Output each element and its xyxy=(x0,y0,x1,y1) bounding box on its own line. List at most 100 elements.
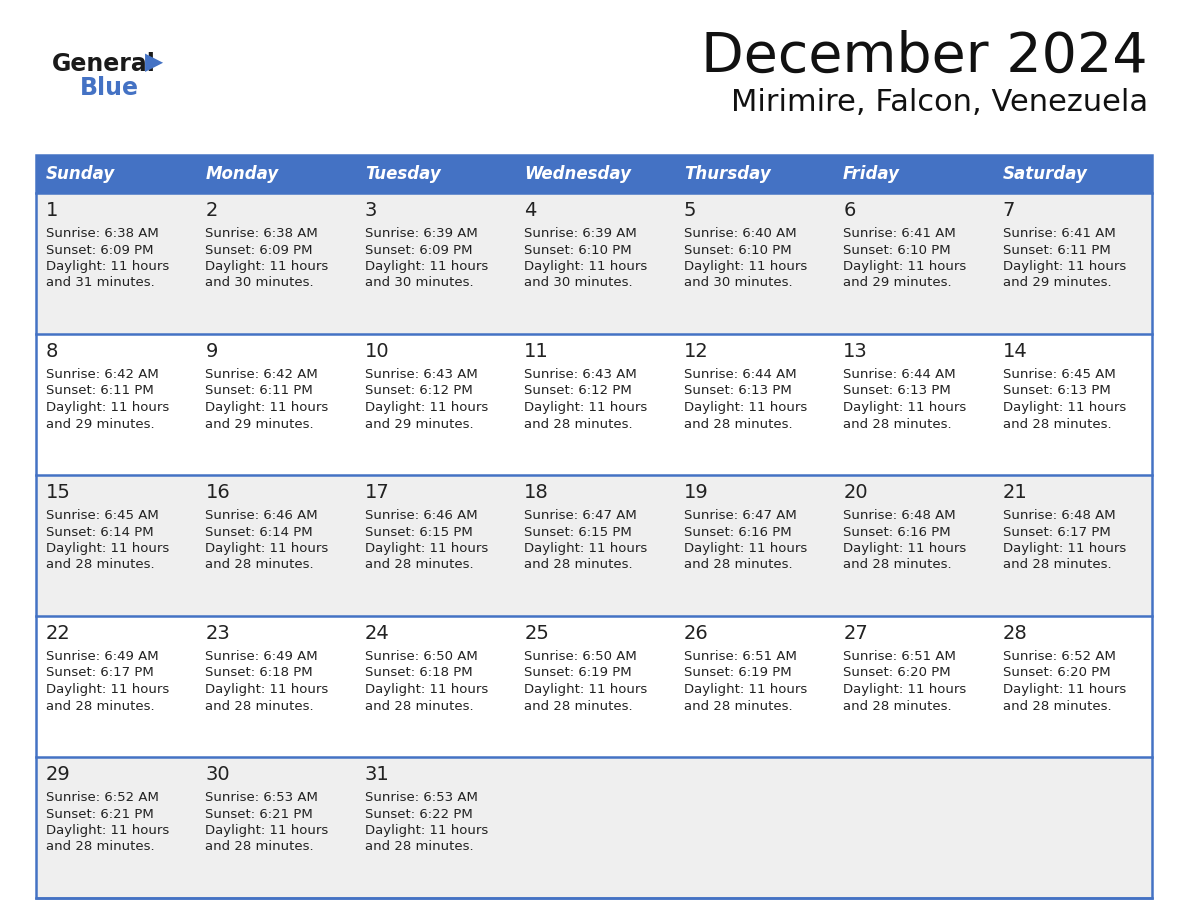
Text: 3: 3 xyxy=(365,201,378,220)
Text: Sunrise: 6:45 AM: Sunrise: 6:45 AM xyxy=(46,509,159,522)
Text: 17: 17 xyxy=(365,483,390,502)
Text: and 28 minutes.: and 28 minutes. xyxy=(843,418,952,431)
Text: Sunrise: 6:40 AM: Sunrise: 6:40 AM xyxy=(684,227,796,240)
Text: Sunrise: 6:48 AM: Sunrise: 6:48 AM xyxy=(1003,509,1116,522)
Text: and 28 minutes.: and 28 minutes. xyxy=(1003,700,1111,712)
Text: Sunset: 6:15 PM: Sunset: 6:15 PM xyxy=(524,525,632,539)
Text: and 28 minutes.: and 28 minutes. xyxy=(206,558,314,572)
Bar xyxy=(992,155,1152,193)
Text: Daylight: 11 hours: Daylight: 11 hours xyxy=(365,401,488,414)
Text: Daylight: 11 hours: Daylight: 11 hours xyxy=(365,542,488,555)
Text: Daylight: 11 hours: Daylight: 11 hours xyxy=(684,260,807,273)
Text: and 28 minutes.: and 28 minutes. xyxy=(524,418,633,431)
Bar xyxy=(36,155,1152,898)
Text: Sunset: 6:09 PM: Sunset: 6:09 PM xyxy=(206,243,312,256)
Text: Daylight: 11 hours: Daylight: 11 hours xyxy=(365,824,488,837)
Text: and 28 minutes.: and 28 minutes. xyxy=(1003,418,1111,431)
Text: 13: 13 xyxy=(843,342,868,361)
Text: Sunset: 6:16 PM: Sunset: 6:16 PM xyxy=(843,525,950,539)
Bar xyxy=(196,155,355,193)
Text: 9: 9 xyxy=(206,342,217,361)
Text: and 30 minutes.: and 30 minutes. xyxy=(365,276,474,289)
Text: and 28 minutes.: and 28 minutes. xyxy=(524,700,633,712)
Text: 8: 8 xyxy=(46,342,58,361)
Text: Sunset: 6:19 PM: Sunset: 6:19 PM xyxy=(684,666,791,679)
Text: Daylight: 11 hours: Daylight: 11 hours xyxy=(46,683,169,696)
Text: Sunset: 6:18 PM: Sunset: 6:18 PM xyxy=(206,666,314,679)
Text: 12: 12 xyxy=(684,342,708,361)
Text: Sunset: 6:14 PM: Sunset: 6:14 PM xyxy=(206,525,314,539)
Text: 11: 11 xyxy=(524,342,549,361)
Text: Friday: Friday xyxy=(843,165,901,183)
Text: Sunset: 6:10 PM: Sunset: 6:10 PM xyxy=(524,243,632,256)
Text: Daylight: 11 hours: Daylight: 11 hours xyxy=(365,683,488,696)
Text: Daylight: 11 hours: Daylight: 11 hours xyxy=(843,683,966,696)
Text: and 28 minutes.: and 28 minutes. xyxy=(365,558,474,572)
Text: Daylight: 11 hours: Daylight: 11 hours xyxy=(365,260,488,273)
Text: Sunset: 6:19 PM: Sunset: 6:19 PM xyxy=(524,666,632,679)
Text: Sunset: 6:12 PM: Sunset: 6:12 PM xyxy=(524,385,632,397)
Text: Sunset: 6:12 PM: Sunset: 6:12 PM xyxy=(365,385,473,397)
Text: Daylight: 11 hours: Daylight: 11 hours xyxy=(1003,542,1126,555)
Text: Sunset: 6:16 PM: Sunset: 6:16 PM xyxy=(684,525,791,539)
Text: Sunrise: 6:43 AM: Sunrise: 6:43 AM xyxy=(365,368,478,381)
Text: Sunrise: 6:45 AM: Sunrise: 6:45 AM xyxy=(1003,368,1116,381)
Text: Blue: Blue xyxy=(80,76,139,100)
Text: Daylight: 11 hours: Daylight: 11 hours xyxy=(524,260,647,273)
Bar xyxy=(36,155,196,193)
Text: 31: 31 xyxy=(365,765,390,784)
Text: ▶: ▶ xyxy=(145,50,163,74)
Text: 19: 19 xyxy=(684,483,708,502)
Text: Sunrise: 6:42 AM: Sunrise: 6:42 AM xyxy=(206,368,318,381)
Text: Sunset: 6:11 PM: Sunset: 6:11 PM xyxy=(46,385,153,397)
Text: Sunrise: 6:51 AM: Sunrise: 6:51 AM xyxy=(684,650,797,663)
Text: Sunset: 6:15 PM: Sunset: 6:15 PM xyxy=(365,525,473,539)
Text: Daylight: 11 hours: Daylight: 11 hours xyxy=(524,542,647,555)
Text: and 28 minutes.: and 28 minutes. xyxy=(684,418,792,431)
Bar xyxy=(36,475,1152,616)
Text: Daylight: 11 hours: Daylight: 11 hours xyxy=(524,683,647,696)
Text: Sunrise: 6:50 AM: Sunrise: 6:50 AM xyxy=(365,650,478,663)
Text: Sunset: 6:20 PM: Sunset: 6:20 PM xyxy=(1003,666,1111,679)
Text: Sunset: 6:11 PM: Sunset: 6:11 PM xyxy=(1003,243,1111,256)
Text: Thursday: Thursday xyxy=(684,165,771,183)
Text: Daylight: 11 hours: Daylight: 11 hours xyxy=(1003,401,1126,414)
Text: Daylight: 11 hours: Daylight: 11 hours xyxy=(206,542,329,555)
Text: Tuesday: Tuesday xyxy=(365,165,441,183)
Bar xyxy=(833,155,992,193)
Text: Daylight: 11 hours: Daylight: 11 hours xyxy=(206,683,329,696)
Text: Sunset: 6:18 PM: Sunset: 6:18 PM xyxy=(365,666,473,679)
Text: Sunset: 6:21 PM: Sunset: 6:21 PM xyxy=(46,808,153,821)
Text: Sunset: 6:10 PM: Sunset: 6:10 PM xyxy=(684,243,791,256)
Text: Daylight: 11 hours: Daylight: 11 hours xyxy=(46,260,169,273)
Text: 16: 16 xyxy=(206,483,230,502)
Text: 14: 14 xyxy=(1003,342,1028,361)
Text: 21: 21 xyxy=(1003,483,1028,502)
Text: 22: 22 xyxy=(46,624,71,643)
Text: Sunrise: 6:53 AM: Sunrise: 6:53 AM xyxy=(365,791,478,804)
Text: Daylight: 11 hours: Daylight: 11 hours xyxy=(843,542,966,555)
Bar xyxy=(36,193,1152,334)
Text: Sunrise: 6:47 AM: Sunrise: 6:47 AM xyxy=(684,509,796,522)
Text: Sunset: 6:13 PM: Sunset: 6:13 PM xyxy=(1003,385,1111,397)
Text: December 2024: December 2024 xyxy=(701,30,1148,84)
Text: Sunset: 6:11 PM: Sunset: 6:11 PM xyxy=(206,385,314,397)
Text: and 28 minutes.: and 28 minutes. xyxy=(365,841,474,854)
Text: Sunrise: 6:51 AM: Sunrise: 6:51 AM xyxy=(843,650,956,663)
Text: Sunset: 6:14 PM: Sunset: 6:14 PM xyxy=(46,525,153,539)
Text: 26: 26 xyxy=(684,624,708,643)
Text: Sunrise: 6:41 AM: Sunrise: 6:41 AM xyxy=(1003,227,1116,240)
Text: 30: 30 xyxy=(206,765,230,784)
Text: Sunrise: 6:52 AM: Sunrise: 6:52 AM xyxy=(1003,650,1116,663)
Text: 10: 10 xyxy=(365,342,390,361)
Text: 29: 29 xyxy=(46,765,71,784)
Text: and 28 minutes.: and 28 minutes. xyxy=(46,558,154,572)
Text: and 29 minutes.: and 29 minutes. xyxy=(206,418,314,431)
Text: 27: 27 xyxy=(843,624,868,643)
Text: General: General xyxy=(52,52,156,76)
Text: and 28 minutes.: and 28 minutes. xyxy=(684,700,792,712)
Text: 4: 4 xyxy=(524,201,537,220)
Text: 5: 5 xyxy=(684,201,696,220)
Text: Monday: Monday xyxy=(206,165,279,183)
Text: and 28 minutes.: and 28 minutes. xyxy=(206,700,314,712)
